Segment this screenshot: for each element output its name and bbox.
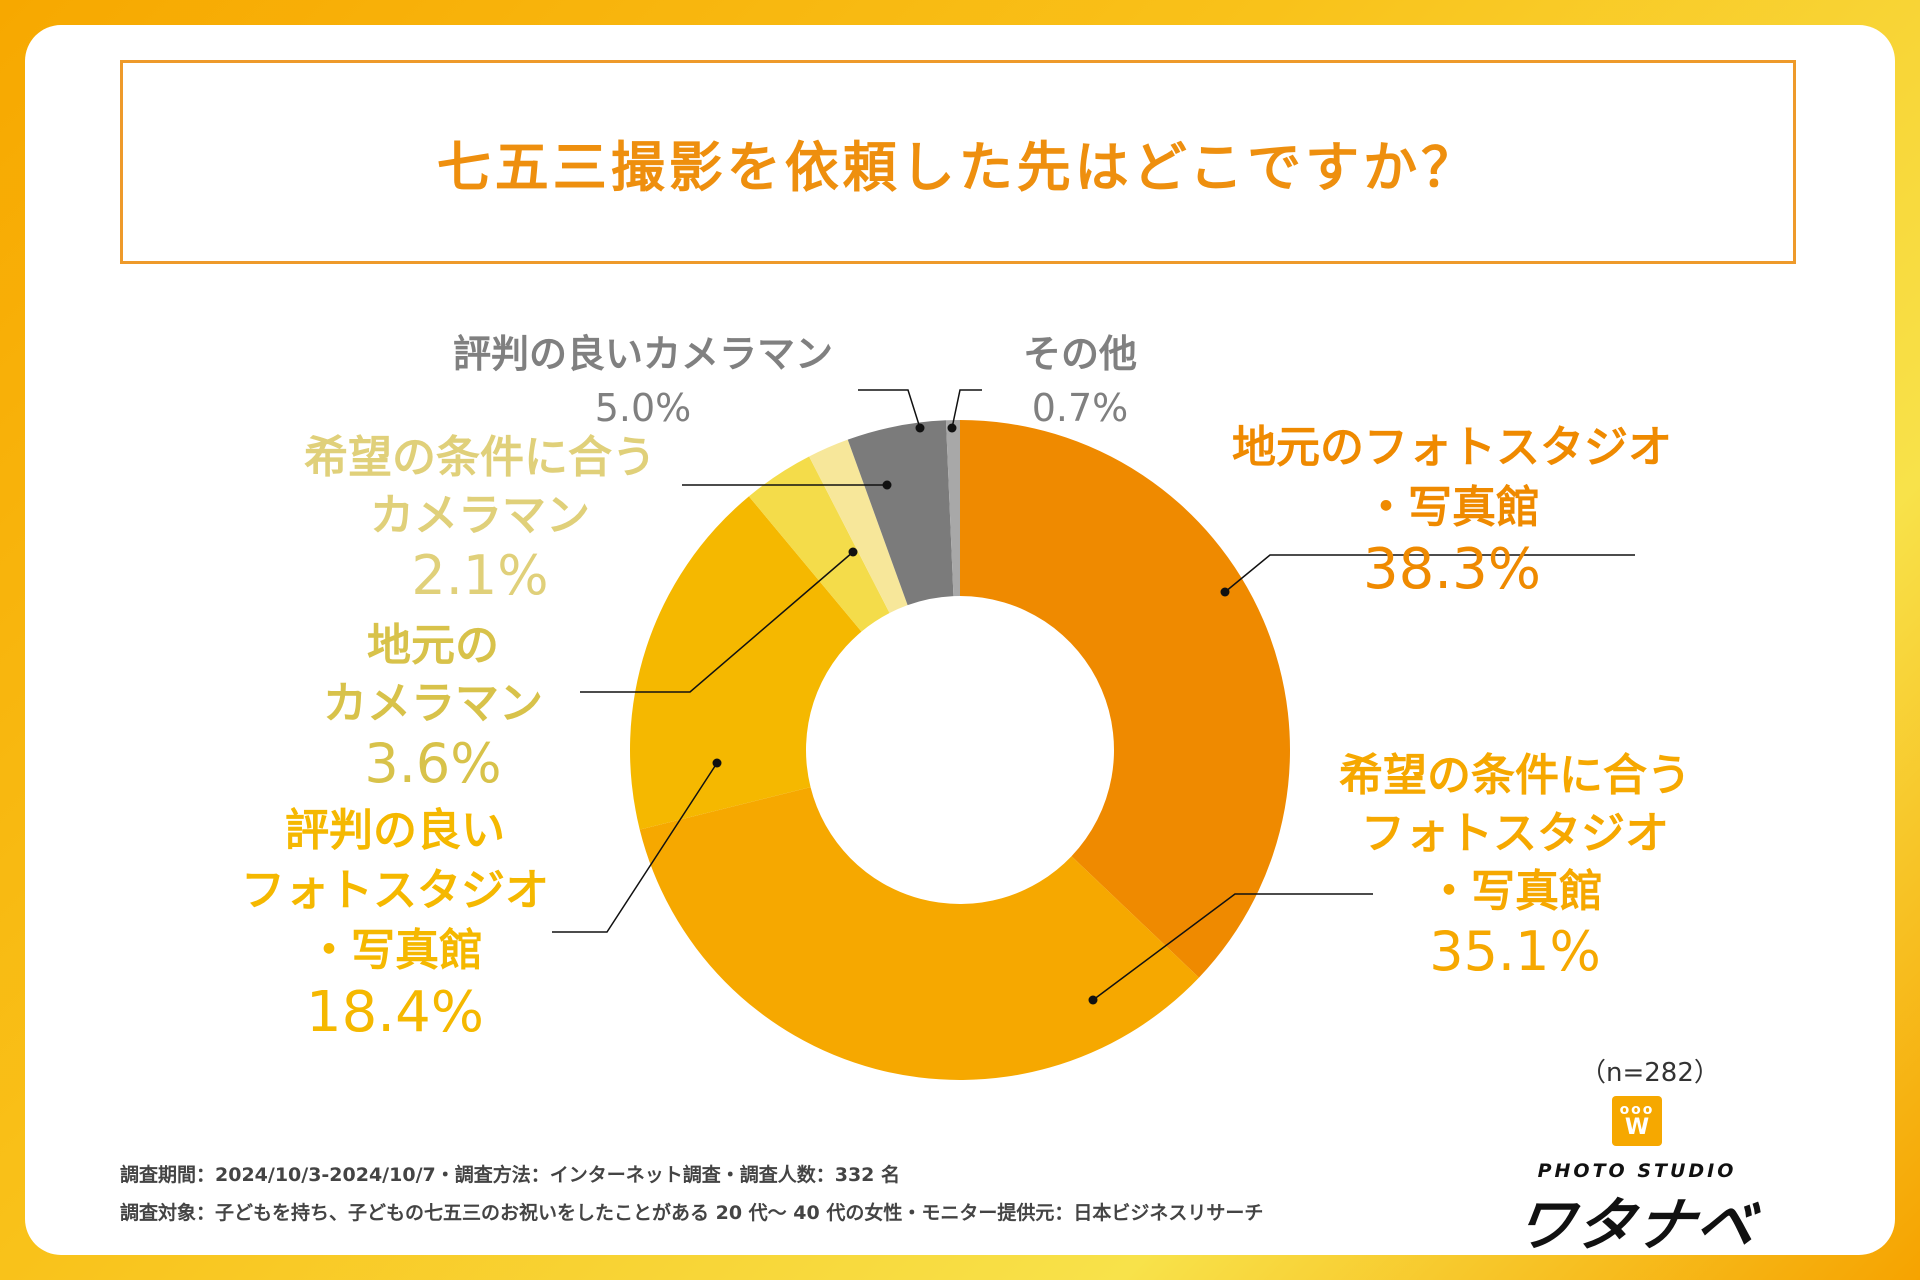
survey-period-note: 調査期間：2024/10/3-2024/10/7・調査方法：インターネット調査・… xyxy=(120,1164,901,1186)
chart-title: 七五三撮影を依頼した先はどこですか？ xyxy=(436,135,1480,199)
leader-dot-5 xyxy=(915,423,925,433)
logo-mark-letter: W xyxy=(1624,1115,1650,1140)
logo-name: ワタナベ xyxy=(1511,1191,1762,1259)
leader-line-6 xyxy=(951,389,982,429)
leader-dot-0 xyxy=(1220,587,1230,597)
leader-dot-6 xyxy=(947,423,957,433)
leader-line-5 xyxy=(858,389,921,429)
logo-subtitle: PHOTO STUDIO xyxy=(1537,1160,1737,1182)
logo-crown-dots: ooo xyxy=(1619,1102,1655,1118)
leader-line-0 xyxy=(1224,554,1635,593)
slice-value-0: 38.3% xyxy=(1363,537,1541,602)
donut-slice-3 xyxy=(748,456,890,632)
slice-label-1-line-2: ・写真館 xyxy=(1427,866,1603,917)
slice-label-6-line-0: その他 xyxy=(1023,332,1137,376)
leader-dot-1 xyxy=(1088,995,1098,1005)
slice-label-5-line-0: 評判の良いカメラマン xyxy=(453,332,833,376)
slice-label-2-line-2: ・写真館 xyxy=(307,925,483,976)
slice-value-6: 0.7% xyxy=(1032,386,1129,430)
slice-value-5: 5.0% xyxy=(595,386,692,430)
donut-slice-0 xyxy=(960,420,1290,978)
slice-label-0-line-0: 地元のフォトスタジオ xyxy=(1232,422,1672,473)
leader-line-1 xyxy=(1092,893,1373,1001)
slice-label-1-line-0: 希望の条件に合う xyxy=(1339,750,1691,801)
leader-dot-2 xyxy=(712,758,722,768)
leader-dot-3 xyxy=(848,547,858,557)
survey-target-note: 調査対象：子どもを持ち、子どもの七五三のお祝いをしたことがある 20 代～ 40… xyxy=(120,1202,1264,1224)
slice-label-4-line-0: 希望の条件に合う xyxy=(304,432,656,483)
title-box: 七五三撮影を依頼した先はどこですか？ xyxy=(120,60,1796,264)
leader-line-2 xyxy=(552,762,718,933)
sample-size-label: （n=282） xyxy=(1580,1058,1720,1088)
slice-label-1-line-1: フォトスタジオ xyxy=(1361,808,1669,859)
slice-label-2-line-1: フォトスタジオ xyxy=(241,865,549,916)
slice-value-3: 3.6% xyxy=(364,732,501,795)
donut-slice-2 xyxy=(630,496,862,830)
slice-value-1: 35.1% xyxy=(1429,920,1601,983)
donut-slice-1 xyxy=(639,787,1199,1080)
donut-slice-6 xyxy=(945,420,960,597)
logo-crown-icon: ooo W xyxy=(1612,1096,1662,1146)
slice-label-0-line-1: ・写真館 xyxy=(1364,482,1540,533)
slice-label-3-line-1: カメラマン xyxy=(323,678,543,729)
slice-value-2: 18.4% xyxy=(306,980,484,1045)
donut-slice-4 xyxy=(809,439,908,614)
leader-dot-4 xyxy=(882,480,892,490)
slice-value-4: 2.1% xyxy=(411,544,548,607)
slice-label-4-line-1: カメラマン xyxy=(370,490,590,541)
donut-slice-5 xyxy=(847,420,954,606)
slice-label-2-line-0: 評判の良い xyxy=(285,805,505,856)
slice-label-3-line-0: 地元の xyxy=(367,620,499,671)
leader-line-3 xyxy=(580,551,854,693)
